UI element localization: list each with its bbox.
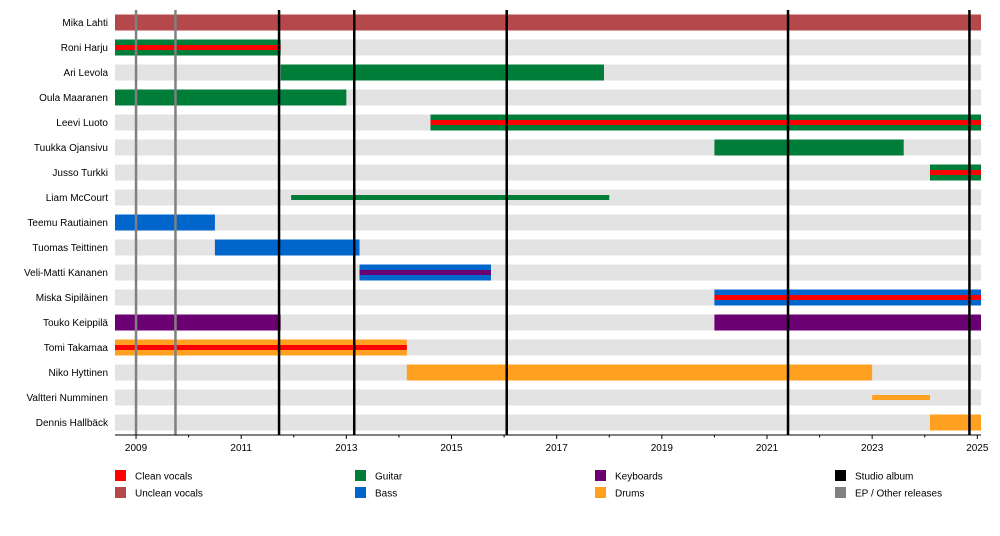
legend-swatch — [355, 470, 366, 481]
legend-swatch — [355, 487, 366, 498]
x-axis: 2009 2011 2013 2015 2017 2019 2021 2023 2025 — [115, 434, 989, 454]
release-lines — [134, 10, 971, 435]
legend-label: Bass — [375, 489, 397, 500]
member-bar — [115, 214, 215, 231]
row-band — [115, 389, 981, 406]
member-bar — [406, 364, 873, 381]
legend-swatch — [835, 470, 846, 481]
member-name-labels: Mika Lahti Roni Harju Ari Levola Oula Maara… — [24, 18, 109, 429]
legend-swatch — [115, 470, 126, 481]
member-bar — [929, 414, 981, 431]
member-bar — [714, 139, 904, 156]
member-bar-overlay — [714, 295, 981, 300]
legend-label: Guitar — [375, 472, 403, 483]
member-name: Ari Levola — [64, 68, 109, 79]
legend-swatch — [595, 487, 606, 498]
member-name: Leevi Luoto — [56, 118, 108, 129]
member-name: Niko Hyttinen — [49, 368, 108, 379]
member-bar — [115, 14, 981, 31]
member-name: Liam McCourt — [46, 193, 108, 204]
member-bar — [214, 239, 360, 256]
member-name: Teemu Rautiainen — [27, 218, 108, 229]
legend-label: Drums — [615, 489, 644, 500]
legend-label: Clean vocals — [135, 472, 192, 483]
member-bar — [115, 314, 281, 331]
member-bar-overlay — [115, 45, 281, 50]
member-name: Touko Keippilä — [43, 318, 108, 329]
member-bar-overlay — [359, 270, 491, 275]
member-name: Dennis Hallbäck — [36, 418, 109, 429]
member-bar — [714, 314, 981, 331]
legend-swatch — [835, 487, 846, 498]
member-name: Tuukka Ojansivu — [34, 143, 108, 154]
row-band — [115, 39, 981, 56]
x-tick-label: 2025 — [966, 443, 989, 454]
member-name: Oula Maaranen — [39, 93, 108, 104]
member-name: Miska Sipiläinen — [36, 293, 108, 304]
member-bar — [291, 195, 610, 200]
member-name: Jusso Turkki — [52, 168, 108, 179]
row-band — [115, 264, 981, 281]
membership-bars — [115, 14, 982, 431]
x-tick-label: 2021 — [756, 443, 779, 454]
member-name: Roni Harju — [61, 43, 108, 54]
member-bar — [280, 64, 604, 81]
legend-swatch — [115, 487, 126, 498]
member-name: Tomi Takamaa — [44, 343, 109, 354]
legend: Clean vocals Unclean vocals Guitar Bass Keyb… — [115, 470, 942, 500]
member-bar-overlay — [115, 345, 407, 350]
x-tick-label: 2019 — [651, 443, 674, 454]
member-bar — [872, 395, 930, 400]
x-tick-label: 2017 — [546, 443, 569, 454]
legend-label: Unclean vocals — [135, 489, 203, 500]
member-name: Tuomas Teittinen — [32, 243, 108, 254]
legend-label: EP / Other releases — [855, 489, 942, 500]
x-tick-label: 2011 — [230, 443, 252, 454]
member-name: Veli-Matti Kananen — [24, 268, 108, 279]
legend-label: Studio album — [855, 472, 913, 483]
legend-swatch — [595, 470, 606, 481]
x-tick-label: 2009 — [125, 443, 148, 454]
member-bar-overlay — [430, 120, 982, 125]
member-bar-overlay — [929, 170, 981, 175]
x-tick-label: 2013 — [335, 443, 358, 454]
member-name: Mika Lahti — [62, 18, 108, 29]
x-tick-label: 2015 — [440, 443, 463, 454]
row-band — [115, 214, 981, 231]
member-name: Valtteri Numminen — [26, 393, 108, 404]
row-band — [115, 414, 981, 431]
legend-label: Keyboards — [615, 472, 663, 483]
row-band — [115, 164, 981, 181]
member-bar — [115, 89, 347, 106]
x-tick-label: 2023 — [861, 443, 884, 454]
